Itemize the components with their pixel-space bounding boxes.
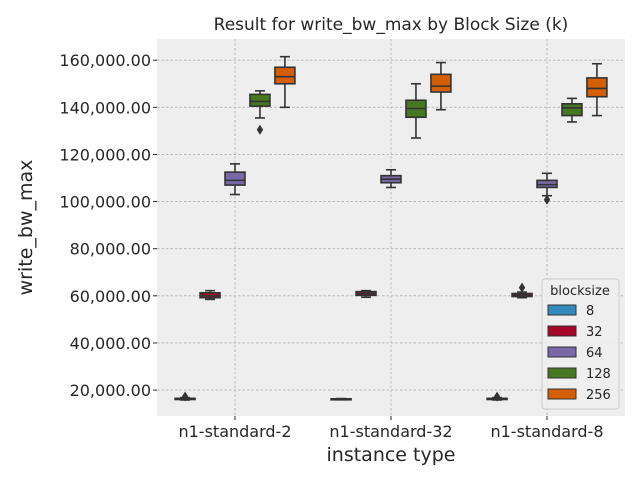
box-256-n1-standard-8 [586,62,608,117]
box-128-n1-standard-32 [405,82,427,139]
box-32-n1-standard-32 [355,289,377,299]
x-tick-label: n1-standard-32 [329,422,452,441]
grid-lines [157,39,625,416]
box-body [224,171,246,186]
y-tick-label: 120,000.00 [59,145,151,164]
y-tick-label: 20,000.00 [70,381,151,400]
box-64-n1-standard-32 [380,168,402,189]
box-body [274,66,296,85]
y-tick-label: 140,000.00 [59,98,151,117]
box-64-n1-standard-2 [224,163,246,196]
box-128-n1-standard-2 [249,90,271,135]
legend-label-128: 128 [586,367,611,382]
legend-swatch-64 [547,346,577,358]
y-axis-ticks: 20,000.00 40,000.00 60,000.00 80,000.00 100,… [59,51,157,400]
y-tick-label: 100,000.00 [59,193,151,212]
box-body [249,93,271,107]
y-tick-label: 60,000.00 [70,287,151,306]
x-axis-ticks: n1-standard-2 n1-standard-32 n1-standard-8 [178,416,604,441]
box-body [586,77,608,98]
x-tick-label: n1-standard-8 [490,422,603,441]
box-128-n1-standard-8 [561,97,583,123]
outlier-point [543,194,551,205]
outlier-point [518,282,526,293]
legend-label-8: 8 [586,304,594,319]
box-256-n1-standard-32 [430,61,452,111]
legend-swatch-128 [547,367,577,379]
legend-label-256: 256 [586,388,611,403]
legend-swatch-8 [547,304,577,316]
legend-swatch-32 [547,325,577,337]
legend-items: 8 32 64 128 256 [547,304,611,403]
box-32-n1-standard-8 [511,282,533,299]
y-tick-label: 160,000.00 [59,51,151,70]
outlier-point [256,124,264,135]
y-axis-label: write_bw_max [15,160,37,296]
x-tick-label: n1-standard-2 [178,422,291,441]
legend: blocksize 8 32 64 128 256 [541,278,620,410]
legend-label-64: 64 [586,346,603,361]
box-8-n1-standard-2 [174,391,196,402]
chart-title: Result for write_bw_max by Block Size (k… [214,15,569,35]
legend-label-32: 32 [586,325,603,340]
box-body [561,102,583,117]
legend-swatch-256 [547,388,577,400]
box-series [174,55,608,402]
legend-title: blocksize [550,284,610,299]
box-body [430,73,452,93]
box-8-n1-standard-32 [330,397,352,401]
box-64-n1-standard-8 [536,172,558,205]
outlier-point [181,391,189,402]
x-axis-label: instance type [327,444,456,466]
y-tick-label: 40,000.00 [70,334,151,353]
y-tick-label: 80,000.00 [70,240,151,259]
box-8-n1-standard-8 [486,391,508,402]
box-32-n1-standard-2 [199,289,221,301]
outlier-point [493,391,501,402]
box-256-n1-standard-2 [274,55,296,109]
